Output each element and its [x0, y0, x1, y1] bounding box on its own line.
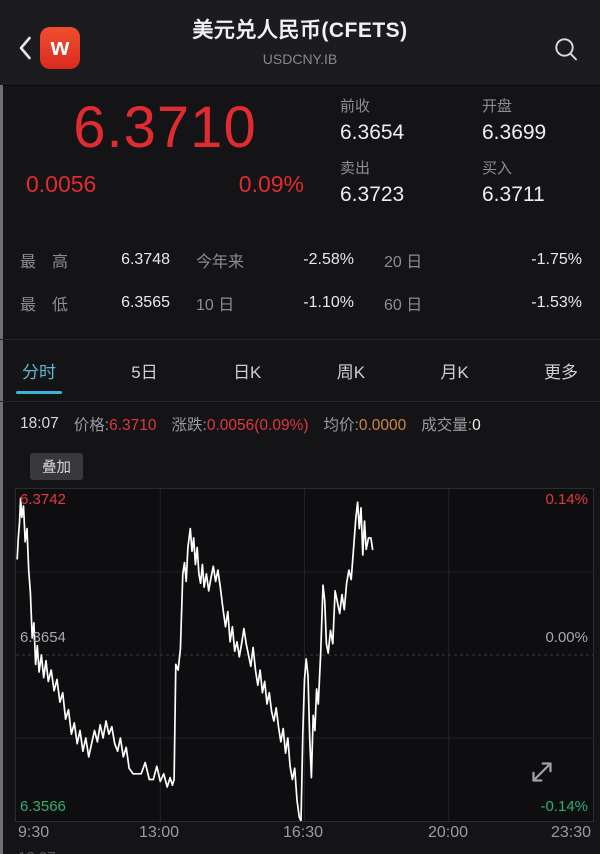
- search-button[interactable]: [548, 32, 584, 68]
- price-line: [16, 497, 374, 821]
- info-volume: 成交量:0: [421, 413, 480, 435]
- quote-panel: 6.3710 0.0056 0.09% 前收 6.3654 开盘 6.3699 …: [0, 85, 600, 232]
- time-tick-1300: 13:00: [138, 824, 180, 841]
- stats-row-high: 最 高 6.3748 今年来 -2.58% 20 日 -1.75%: [20, 238, 582, 281]
- price-change-percent: 0.09%: [238, 171, 304, 197]
- stat-value-60d: -1.53%: [531, 293, 582, 311]
- stat-label-low: 最 低: [20, 296, 69, 314]
- info-change-value: 0.0056(0.09%): [206, 417, 309, 434]
- minute-chart-plot[interactable]: 6.3742 0.14% 6.3654 0.00% 6.3566 -0.14%: [15, 488, 594, 822]
- field-value: 6.3711: [482, 183, 545, 206]
- tab-more[interactable]: 更多: [543, 363, 578, 382]
- tab-5day[interactable]: 5日: [131, 363, 158, 382]
- field-label: 卖出: [340, 160, 371, 177]
- stat-label-60d: 60 日: [384, 296, 423, 314]
- field-open: 开盘 6.3699: [482, 95, 590, 145]
- wind-app-logo[interactable]: w: [40, 27, 80, 69]
- overlay-compare-button[interactable]: 叠加: [30, 453, 83, 480]
- fullscreen-expand-button[interactable]: [525, 755, 559, 789]
- expand-arrows-icon: [532, 762, 552, 782]
- back-button[interactable]: [10, 30, 40, 66]
- price-change: 0.0056: [26, 171, 97, 197]
- field-label: 开盘: [482, 98, 513, 115]
- info-price: 价格:6.3710: [74, 413, 157, 435]
- change-row: 0.0056 0.09%: [20, 163, 310, 198]
- wind-logo-letter: w: [50, 34, 70, 61]
- stats-row-low: 最 低 6.3565 10 日 -1.10% 60 日 -1.53%: [20, 281, 582, 324]
- field-prev-close: 前收 6.3654: [340, 95, 482, 145]
- info-volume-label: 成交量:: [421, 417, 473, 434]
- info-volume-value: 0: [472, 417, 481, 434]
- info-avg-value: 0.0000: [358, 417, 407, 434]
- stat-label-20d: 20 日: [384, 253, 423, 271]
- time-tick-2330: 23:30: [550, 824, 591, 841]
- time-tick-2000: 20:00: [427, 824, 469, 841]
- tab-monthly-k[interactable]: 月K: [440, 363, 469, 382]
- field-label: 买入: [482, 160, 513, 177]
- stat-label-10d: 10 日: [196, 296, 235, 314]
- info-change: 涨跌:0.0056(0.09%): [172, 413, 309, 435]
- stat-label-ytd: 今年来: [196, 253, 245, 271]
- stat-value-20d: -1.75%: [531, 250, 582, 268]
- crosshair-info-bar: 18:07 价格:6.3710 涨跌:0.0056(0.09%) 均价:0.00…: [0, 402, 600, 446]
- info-change-label: 涨跌:: [171, 417, 207, 434]
- page-title: 美元兑人民币(CFETS): [192, 19, 408, 42]
- search-icon: [555, 38, 577, 61]
- stat-value-high: 6.3748: [121, 250, 170, 268]
- stat-value-10d: -1.10%: [303, 293, 354, 311]
- chevron-left-icon: [19, 36, 31, 60]
- info-avg: 均价:0.0000: [324, 413, 407, 435]
- quote-fields-grid: 前收 6.3654 开盘 6.3699 卖出 6.3723 买入 6.3711: [340, 95, 590, 219]
- field-ask: 卖出 6.3723: [340, 157, 482, 207]
- info-time: 18:07: [20, 415, 59, 432]
- field-value: 6.3699: [482, 121, 547, 144]
- header-bar: w 美元兑人民币(CFETS) USDCNY.IB: [0, 0, 600, 86]
- minute-chart-svg: [16, 489, 593, 821]
- last-price-block: 6.3710 0.0056 0.09%: [20, 93, 310, 198]
- tab-daily-k[interactable]: 日K: [233, 363, 262, 382]
- stat-value-ytd: -2.58%: [303, 250, 354, 268]
- time-tick-1630: 16:30: [282, 824, 324, 841]
- info-price-value: 6.3710: [109, 417, 157, 434]
- info-price-label: 价格:: [73, 417, 110, 434]
- info-avg-label: 均价:: [323, 417, 359, 434]
- time-tick-0930: 9:30: [18, 824, 50, 841]
- time-axis: 9:30 13:00 16:30 20:00 23:30: [15, 822, 592, 848]
- field-value: 6.3654: [340, 121, 405, 144]
- stat-label-high: 最 高: [20, 253, 69, 271]
- field-label: 前收: [340, 98, 371, 115]
- left-edge-artifact: [0, 85, 3, 854]
- header-titles: 美元兑人民币(CFETS) USDCNY.IB: [100, 14, 500, 67]
- tab-weekly-k[interactable]: 周K: [336, 363, 366, 382]
- clipped-bottom-text: 18:07: [18, 849, 56, 854]
- instrument-code: USDCNY.IB: [262, 51, 338, 67]
- field-value: 6.3723: [340, 183, 405, 206]
- stats-panel: 最 高 6.3748 今年来 -2.58% 20 日 -1.75% 最 低 6.…: [20, 238, 582, 324]
- stat-value-low: 6.3565: [121, 293, 170, 311]
- last-price: 6.3710: [73, 95, 257, 160]
- chart-period-tabs: 分时 5日 日K 周K 月K 更多: [0, 339, 600, 402]
- field-bid: 买入 6.3711: [482, 157, 590, 207]
- tab-minute[interactable]: 分时: [22, 340, 56, 401]
